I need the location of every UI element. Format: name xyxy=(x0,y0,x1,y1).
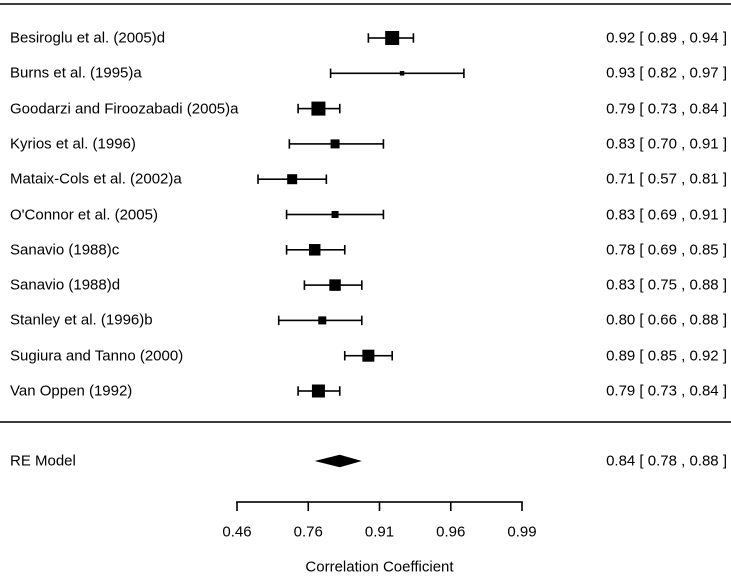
study-label: Sugiura and Tanno (2000) xyxy=(10,347,184,365)
ci-cap-right xyxy=(338,386,341,396)
axis-tick xyxy=(449,502,452,511)
study-label: Besiroglu et al. (2005)d xyxy=(10,29,166,47)
summary-diamond xyxy=(314,454,362,468)
effect-square xyxy=(308,244,321,256)
effect-square xyxy=(399,71,405,76)
ci-cap-left xyxy=(297,386,299,396)
effect-square xyxy=(385,31,400,45)
axis-tick-label: 0.96 xyxy=(436,523,466,541)
ci-cap-left xyxy=(297,103,299,114)
study-label: Kyrios et al. (1996) xyxy=(10,135,136,153)
ci-cap-right xyxy=(325,174,328,184)
study-annotation: 0.83 [ 0.69 , 0.91 ] xyxy=(606,206,727,223)
effect-square xyxy=(331,211,339,218)
study-label: Sanavio (1988)c xyxy=(10,241,120,259)
x-axis-title: Correlation Coefficient xyxy=(305,558,454,576)
axis-tick-label: 0.91 xyxy=(364,523,395,541)
top-rule xyxy=(0,3,731,5)
axis-tick xyxy=(236,502,238,511)
study-annotation: 0.80 [ 0.66 , 0.88 ] xyxy=(606,311,727,329)
ci-line xyxy=(330,72,464,75)
study-annotation: 0.79 [ 0.73 , 0.84 ] xyxy=(606,382,727,400)
effect-square xyxy=(311,384,325,398)
ci-cap-right xyxy=(360,280,363,290)
axis-tick-label: 0.46 xyxy=(222,523,252,541)
study-annotation: 0.71 [ 0.57 , 0.81 ] xyxy=(606,170,727,188)
axis-tick-label: 0.76 xyxy=(293,523,323,541)
effect-square xyxy=(287,174,298,185)
study-annotation: 0.83 [ 0.70 , 0.91 ] xyxy=(606,135,727,153)
ci-cap-left xyxy=(277,315,280,326)
study-annotation: 0.79 [ 0.73 , 0.84 ] xyxy=(606,100,727,118)
ci-cap-left xyxy=(367,33,370,43)
effect-square xyxy=(330,139,340,149)
ci-cap-right xyxy=(382,139,385,149)
study-label: Stanley et al. (1996)b xyxy=(10,311,153,329)
ci-cap-right xyxy=(463,68,465,79)
ci-cap-left xyxy=(285,245,288,255)
study-label: Goodarzi and Firoozabadi (2005)a xyxy=(10,100,239,118)
study-label: Burns et al. (1995)a xyxy=(10,64,142,82)
effect-square xyxy=(318,316,327,325)
summary-label: RE Model xyxy=(10,452,76,470)
axis-tick xyxy=(378,502,381,511)
effect-square xyxy=(311,101,326,116)
ci-cap-right xyxy=(360,315,363,326)
axis-tick xyxy=(521,502,523,511)
ci-cap-right xyxy=(412,33,415,43)
ci-cap-right xyxy=(338,103,341,114)
study-label: Mataix-Cols et al. (2002)a xyxy=(10,170,182,188)
study-annotation: 0.83 [ 0.75 , 0.88 ] xyxy=(606,276,727,294)
study-label: Van Oppen (1992) xyxy=(10,382,133,400)
study-label: Sanavio (1988)d xyxy=(10,276,121,294)
effect-square xyxy=(329,279,341,291)
axis-tick-label: 0.99 xyxy=(507,523,537,541)
study-annotation: 0.89 [ 0.85 , 0.92 ] xyxy=(606,347,727,365)
axis-tick xyxy=(307,502,310,511)
ci-cap-left xyxy=(285,209,288,220)
ci-cap-right xyxy=(382,209,385,220)
ci-cap-left xyxy=(257,174,259,184)
effect-square xyxy=(362,349,375,362)
study-annotation: 0.93 [ 0.82 , 0.97 ] xyxy=(606,64,727,82)
study-annotation: 0.78 [ 0.69 , 0.85 ] xyxy=(606,241,727,259)
summary-separator-rule xyxy=(0,421,731,423)
ci-cap-left xyxy=(303,280,306,290)
ci-cap-right xyxy=(391,350,393,361)
ci-cap-left xyxy=(343,350,346,361)
ci-cap-left xyxy=(329,68,332,79)
ci-cap-right xyxy=(343,245,346,255)
study-label: O'Connor et al. (2005) xyxy=(10,206,158,223)
study-annotation: 0.92 [ 0.89 , 0.94 ] xyxy=(606,29,727,47)
ci-cap-left xyxy=(288,139,291,149)
summary-annotation: 0.84 [ 0.78 , 0.88 ] xyxy=(606,452,727,470)
